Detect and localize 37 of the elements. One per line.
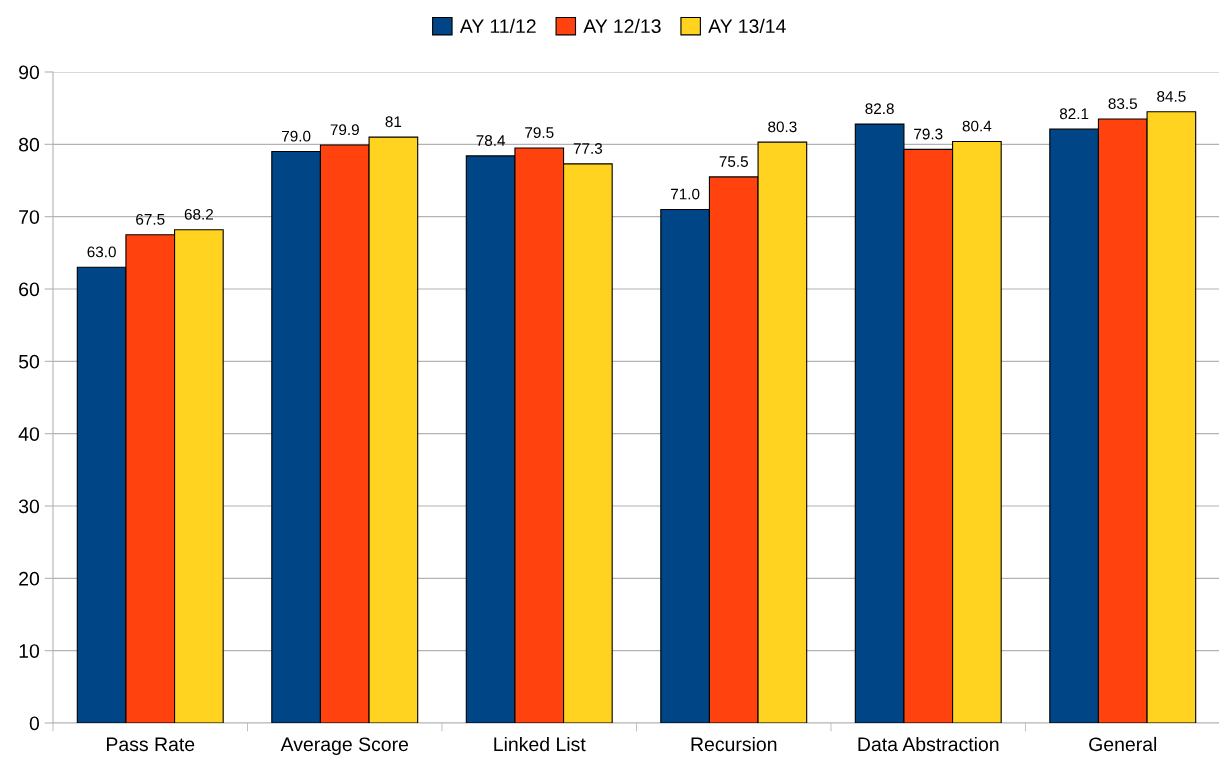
data-label: 82.8 bbox=[865, 103, 894, 115]
data-label: 80.3 bbox=[768, 121, 797, 133]
data-label: 79.0 bbox=[282, 130, 311, 142]
y-tick-label: 30 bbox=[18, 499, 40, 514]
y-tick-label: 90 bbox=[19, 65, 40, 80]
y-tick-label: 60 bbox=[19, 282, 40, 297]
data-label: 79.3 bbox=[914, 128, 943, 140]
x-tick-label: Average Score bbox=[280, 737, 409, 756]
legend-label: AY 11/12 bbox=[459, 18, 536, 34]
data-label: 83.5 bbox=[1108, 98, 1137, 110]
legend-label: AY 12/13 bbox=[583, 18, 661, 34]
data-label: 71.0 bbox=[671, 188, 700, 200]
data-label: 80.4 bbox=[962, 120, 992, 132]
y-tick-label: 50 bbox=[18, 354, 40, 369]
y-tick-label: 10 bbox=[19, 644, 40, 658]
data-label: 79.5 bbox=[525, 127, 554, 138]
data-label: 68.2 bbox=[184, 208, 213, 220]
data-label: 63.0 bbox=[87, 246, 116, 258]
data-label: 78.4 bbox=[476, 135, 506, 146]
data-label: 67.5 bbox=[136, 213, 165, 225]
x-tick-label: Linked List bbox=[494, 736, 586, 752]
y-tick-label: 40 bbox=[18, 427, 40, 441]
legend-label: AY 13/14 bbox=[708, 18, 786, 34]
data-label: 75.5 bbox=[719, 156, 748, 167]
x-tick-label: Recursion bbox=[691, 736, 777, 752]
data-label: 81 bbox=[385, 116, 402, 128]
data-label: 82.1 bbox=[1059, 108, 1089, 120]
y-tick-label: 70 bbox=[19, 210, 40, 224]
y-tick-label: 0 bbox=[29, 716, 40, 731]
y-tick-label: 80 bbox=[19, 137, 40, 152]
x-tick-label: Data Abstraction bbox=[858, 736, 999, 752]
x-tick-label: Pass Rate bbox=[107, 737, 195, 752]
data-label: 79.9 bbox=[330, 124, 359, 136]
x-tick-label: General bbox=[1089, 736, 1157, 752]
data-label: 84.5 bbox=[1157, 91, 1186, 102]
data-label: 77.3 bbox=[573, 143, 603, 154]
y-tick-label: 20 bbox=[19, 571, 40, 586]
